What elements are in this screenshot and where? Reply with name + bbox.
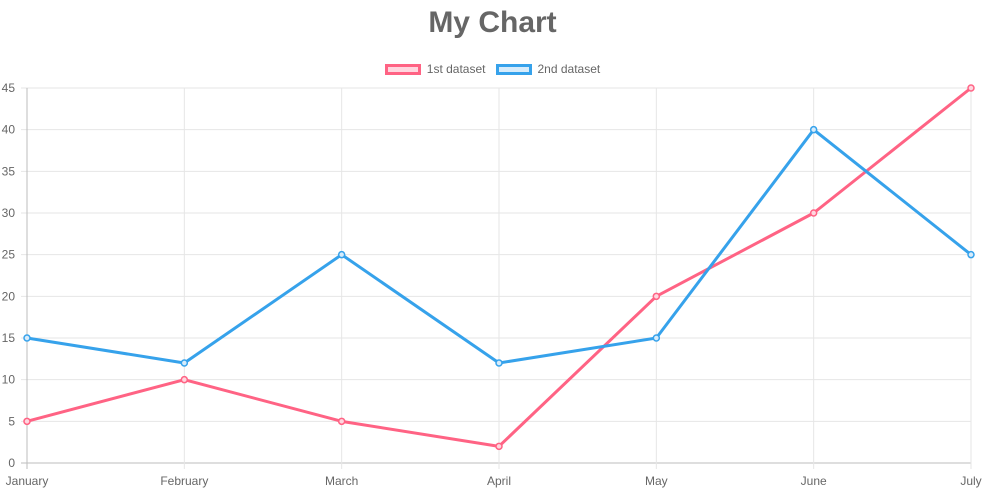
x-tick-label: February bbox=[160, 474, 208, 488]
legend-item-2nd-dataset[interactable]: 2nd dataset bbox=[495, 62, 601, 76]
data-point bbox=[337, 250, 346, 259]
y-tick-label: 30 bbox=[2, 206, 16, 220]
data-point bbox=[23, 417, 31, 426]
data-point bbox=[180, 375, 189, 384]
y-tick-label: 20 bbox=[2, 289, 16, 303]
x-tick-label: March bbox=[325, 474, 358, 488]
data-point bbox=[967, 84, 975, 92]
legend-label: 2nd dataset bbox=[537, 62, 601, 76]
x-tick-label: July bbox=[960, 474, 981, 488]
chart-title: My Chart bbox=[428, 6, 557, 39]
data-point bbox=[180, 359, 189, 367]
data-point bbox=[967, 250, 975, 259]
data-point bbox=[23, 334, 31, 342]
data-point bbox=[652, 334, 661, 342]
data-point bbox=[809, 209, 818, 217]
y-tick-label: 35 bbox=[2, 164, 16, 178]
x-tick-label: May bbox=[645, 474, 668, 488]
x-tick-label: January bbox=[6, 474, 49, 488]
y-tick-label: 25 bbox=[2, 248, 16, 262]
x-tick-label: April bbox=[487, 474, 511, 488]
data-point bbox=[652, 292, 661, 301]
data-point bbox=[495, 359, 503, 367]
y-tick-label: 40 bbox=[2, 123, 16, 137]
legend-item-1st-dataset[interactable]: 1st dataset bbox=[384, 62, 486, 76]
data-point bbox=[809, 125, 818, 134]
data-point bbox=[337, 417, 346, 426]
y-tick-label: 15 bbox=[2, 331, 16, 345]
legend-swatch bbox=[495, 63, 532, 75]
y-tick-label: 0 bbox=[8, 456, 15, 470]
y-tick-label: 10 bbox=[2, 373, 16, 387]
chart-legend: 1st dataset 2nd dataset bbox=[0, 62, 985, 76]
y-tick-label: 5 bbox=[8, 414, 15, 428]
legend-label: 1st dataset bbox=[426, 62, 486, 76]
y-tick-label: 45 bbox=[2, 81, 16, 95]
x-tick-label: June bbox=[801, 474, 827, 488]
data-point bbox=[495, 442, 503, 451]
legend-swatch bbox=[384, 63, 421, 75]
